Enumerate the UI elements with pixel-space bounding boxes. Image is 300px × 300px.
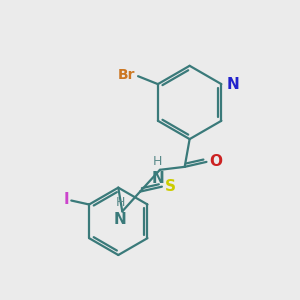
Text: S: S <box>165 179 176 194</box>
Text: Br: Br <box>118 68 135 82</box>
Text: N: N <box>114 212 127 227</box>
Text: O: O <box>209 154 222 169</box>
Text: I: I <box>64 192 69 207</box>
Text: N: N <box>226 76 239 92</box>
Text: N: N <box>152 171 164 186</box>
Text: H: H <box>153 155 163 168</box>
Text: H: H <box>116 196 125 209</box>
